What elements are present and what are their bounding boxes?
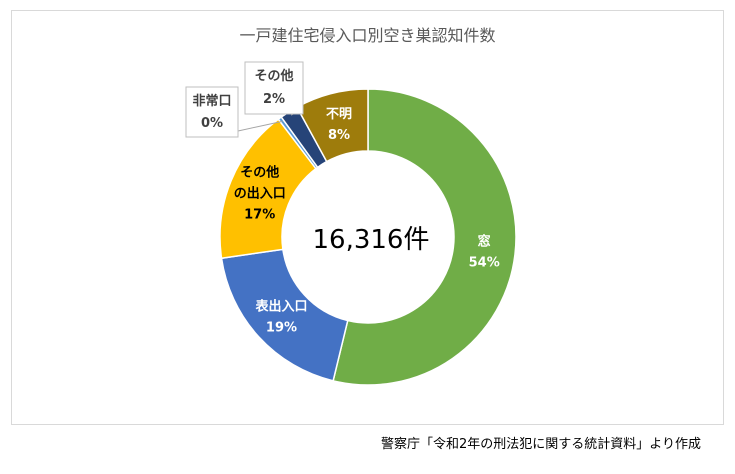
slice-name-label-5-0: 不明 bbox=[326, 107, 352, 122]
slice-name-label-2-0: その他 bbox=[240, 165, 279, 181]
callout-box-3 bbox=[185, 86, 239, 138]
slice-name-label-1-0: 表出入口 bbox=[254, 298, 307, 314]
chart-title: 一戸建住宅侵入口別空き巣認知件数 bbox=[239, 26, 496, 45]
slice-1 bbox=[220, 248, 349, 382]
slice-value-label-1: 19% bbox=[266, 320, 297, 335]
slice-name-label-2-1: の出入口 bbox=[234, 186, 286, 202]
slice-5 bbox=[295, 88, 369, 163]
slice-value-label-5: 8% bbox=[328, 128, 350, 143]
slice-value-label-0: 54% bbox=[469, 255, 500, 270]
slice-0 bbox=[332, 88, 517, 386]
slice-name-label-0-0: 窓 bbox=[478, 233, 491, 249]
slice-name-label-4: その他 bbox=[254, 68, 293, 84]
source-note: 警察庁「令和2年の刑法犯に関する統計資料」より作成 bbox=[380, 437, 701, 452]
callout-box-4 bbox=[244, 61, 304, 115]
callout-leader-3 bbox=[237, 120, 283, 132]
slice-name-label-3: 非常口 bbox=[192, 93, 231, 109]
slice-value-label-2: 17% bbox=[244, 208, 275, 223]
slice-value-label-3: 0% bbox=[201, 116, 223, 131]
center-total-label: 16,316件 bbox=[313, 225, 430, 255]
donut-slices bbox=[219, 88, 517, 386]
slice-value-label-4: 2% bbox=[263, 92, 285, 107]
callout-labels: 非常口 0% その他 2% bbox=[185, 61, 304, 138]
